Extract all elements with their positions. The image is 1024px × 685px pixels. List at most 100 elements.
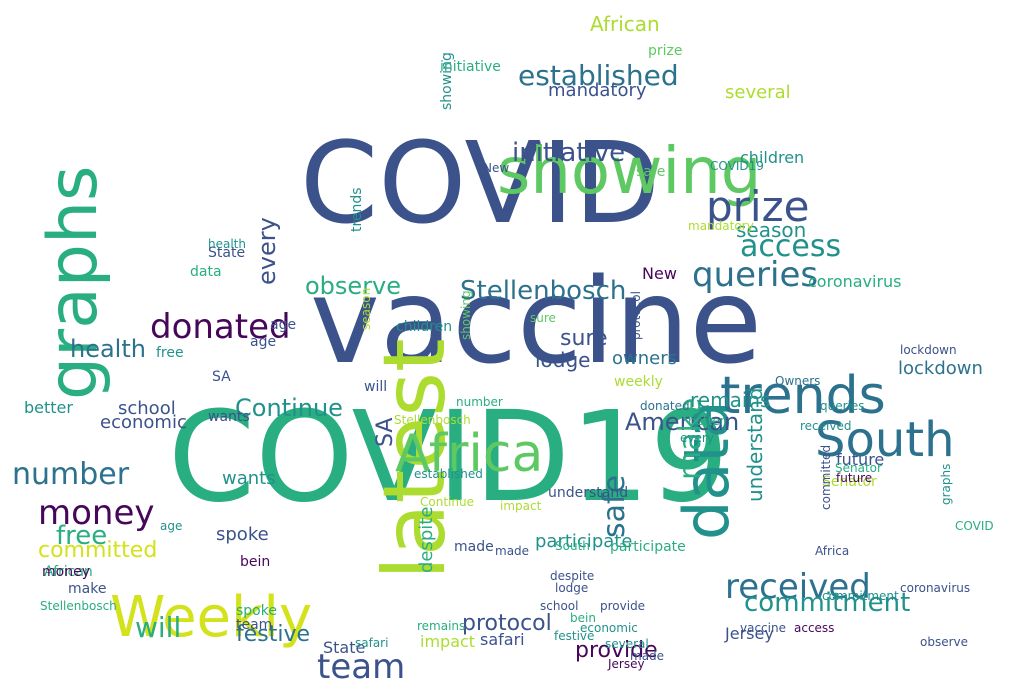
word-26: commitment — [744, 588, 911, 618]
word-1: vaccine — [310, 252, 763, 390]
word-10: trends — [720, 366, 886, 426]
word-13: donated — [150, 307, 291, 347]
word-2: COVID19 — [168, 385, 730, 530]
word-51: safari — [480, 630, 525, 649]
word-64: despite — [416, 506, 437, 573]
word-15: number — [12, 457, 130, 492]
word-65: made — [454, 539, 494, 555]
word-116: lodge — [555, 581, 589, 595]
word-60: State — [323, 638, 366, 657]
word-24: Continue — [235, 394, 343, 422]
word-119: bein — [570, 611, 596, 625]
word-110: donated — [640, 399, 690, 413]
word-54: better — [24, 398, 73, 417]
word-71: State — [208, 245, 246, 261]
word-0: COVID — [300, 119, 661, 249]
word-43: African — [590, 12, 660, 36]
word-12: queries — [692, 255, 819, 295]
word-128: COVID19 — [710, 159, 764, 173]
word-79: number — [456, 395, 503, 409]
word-89: established — [414, 467, 483, 481]
word-72: health — [208, 237, 246, 251]
word-22: observe — [305, 272, 402, 300]
word-117: school — [540, 599, 579, 613]
word-8: Africa — [395, 424, 544, 484]
word-94: better — [688, 414, 725, 428]
word-109: Owners — [775, 374, 821, 388]
word-98: Jersey — [608, 657, 645, 671]
word-42: several — [725, 82, 791, 103]
word-59: Jersey — [725, 624, 774, 643]
word-99: lockdown — [900, 343, 957, 357]
word-133: showing — [459, 290, 473, 340]
word-78: will — [364, 379, 388, 395]
word-30: will — [135, 611, 182, 644]
word-67: trends — [349, 187, 365, 232]
word-86: safari — [355, 636, 389, 650]
word-101: coronavirus — [900, 581, 971, 595]
word-49: understand — [743, 387, 767, 502]
word-121: provide — [600, 599, 646, 613]
word-132: season — [359, 287, 373, 330]
word-52: spoke — [216, 524, 269, 545]
word-124: South — [555, 539, 590, 553]
word-41: mandatory — [548, 80, 647, 101]
word-122: protocol — [629, 291, 643, 340]
word-53: wants — [222, 468, 276, 489]
word-106: graphs — [939, 463, 953, 505]
word-36: every — [253, 217, 281, 285]
word-104: access — [794, 621, 835, 635]
word-75: wants — [208, 409, 250, 425]
word-73: data — [190, 264, 222, 280]
word-96: participate — [610, 539, 686, 555]
word-77: team — [236, 617, 273, 633]
word-97: Senator — [835, 461, 882, 475]
word-111: made — [630, 649, 665, 663]
word-25: American — [625, 408, 740, 436]
word-130: mandatory — [688, 219, 754, 233]
word-108: observe — [920, 635, 969, 649]
word-61: New — [642, 264, 677, 283]
word-29: committed — [38, 538, 158, 563]
word-5: Weekly — [110, 585, 313, 650]
word-69: prize — [648, 43, 683, 59]
word-93: every — [680, 431, 714, 445]
word-112: several — [605, 637, 649, 651]
word-80: free — [156, 345, 184, 361]
word-35: sure — [560, 326, 608, 351]
word-125: age — [160, 519, 183, 533]
word-113: queries — [820, 399, 865, 413]
word-39: coronavirus — [808, 272, 902, 291]
word-16: received — [725, 567, 871, 607]
word-48: lodge — [535, 348, 591, 372]
word-58: bein — [240, 554, 271, 570]
word-23: Stellenbosch — [460, 276, 627, 306]
word-28: free — [56, 521, 108, 551]
word-11: prize — [706, 182, 810, 231]
word-90: weekly — [614, 374, 663, 390]
word-20: health — [70, 335, 146, 363]
word-31: festive — [236, 622, 311, 647]
word-55: owners — [612, 348, 677, 369]
word-7: graphs — [34, 165, 113, 400]
word-127: committed — [819, 444, 833, 510]
word-18: established — [518, 59, 679, 92]
word-120: festive — [554, 629, 595, 643]
word-76: age — [270, 317, 297, 333]
word-84: money — [42, 564, 90, 580]
word-70: New — [483, 161, 510, 175]
word-46: school — [118, 398, 176, 419]
word-118: impact — [500, 499, 542, 513]
word-102: Africa — [815, 544, 850, 558]
word-81: children — [396, 319, 453, 335]
word-92: Continue — [420, 495, 474, 509]
word-103: commitment — [822, 589, 899, 603]
word-131: initiative — [440, 59, 501, 75]
word-100: COVID — [955, 519, 994, 533]
word-47: economic — [100, 412, 187, 433]
word-68: safe — [636, 164, 666, 180]
word-129: sure — [530, 311, 556, 325]
word-123: understand — [548, 485, 629, 501]
word-34: remains — [690, 388, 771, 412]
